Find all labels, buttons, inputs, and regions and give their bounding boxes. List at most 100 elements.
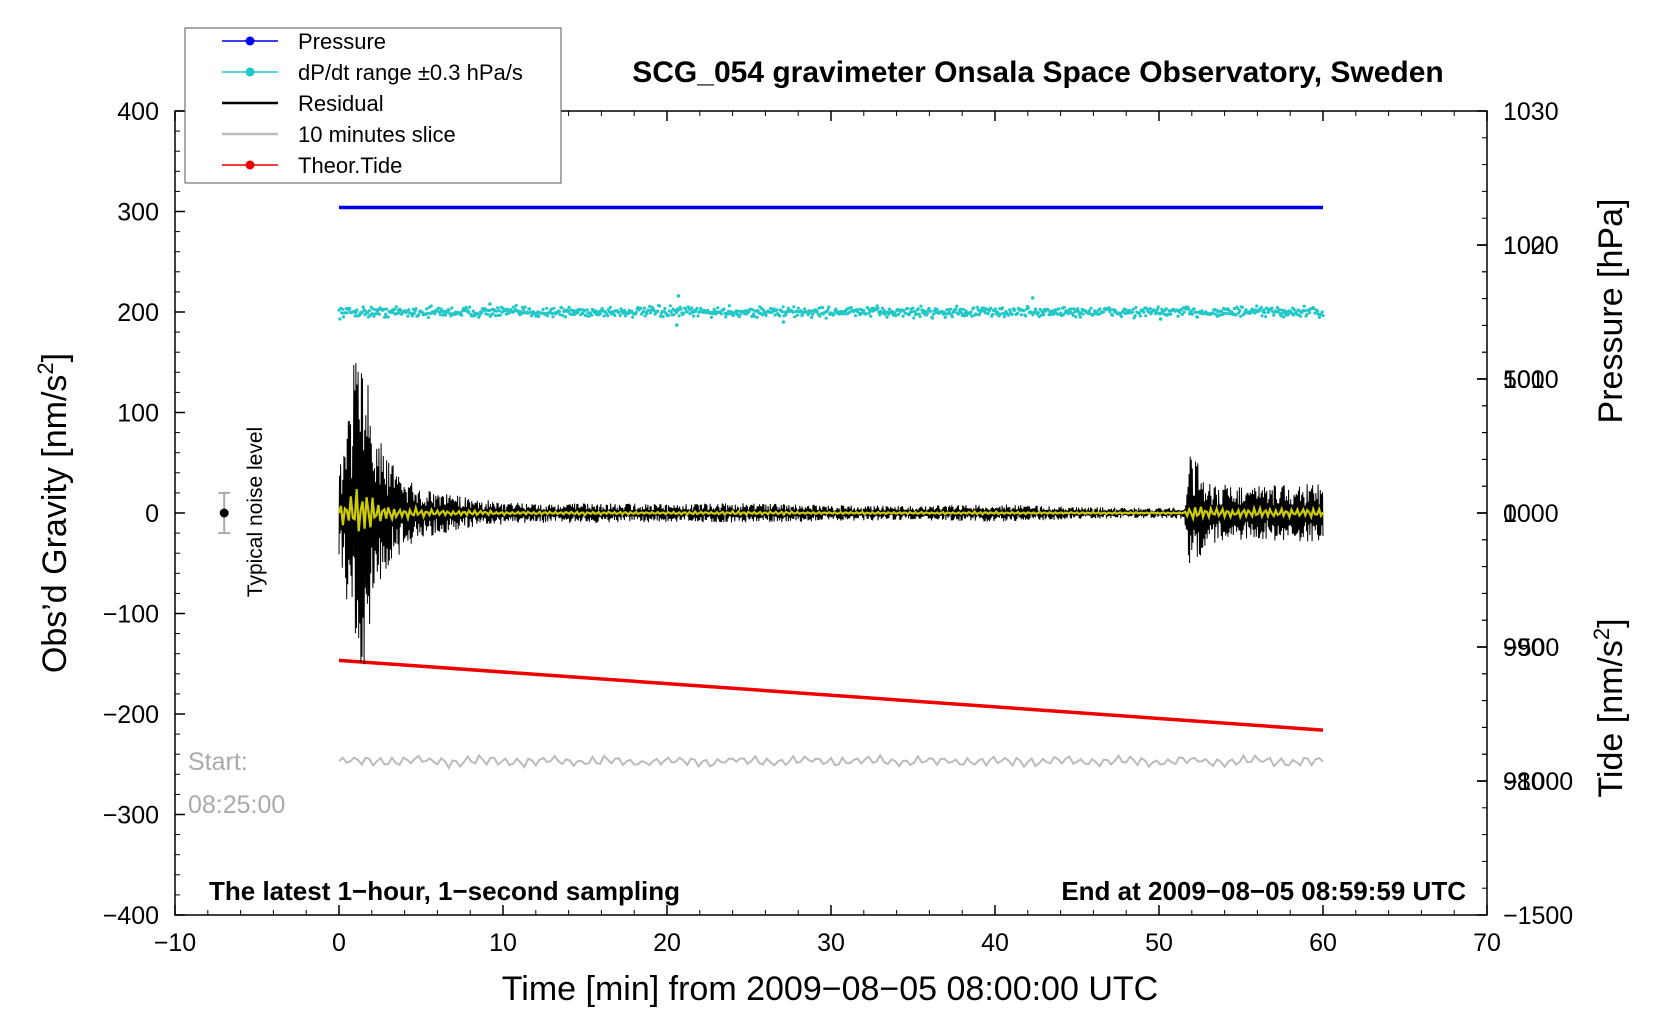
dpdt-point bbox=[1277, 308, 1281, 312]
dpdt-point bbox=[366, 311, 370, 315]
dpdt-point bbox=[511, 305, 516, 309]
dpdt-point bbox=[876, 306, 880, 310]
dpdt-point bbox=[950, 315, 954, 319]
dpdt-point bbox=[695, 306, 699, 311]
dpdt-point bbox=[1302, 304, 1306, 308]
dpdt-point bbox=[1039, 313, 1043, 317]
dpdt-point bbox=[397, 311, 401, 315]
dpdt-point bbox=[545, 306, 549, 310]
dpdt-point bbox=[371, 307, 375, 311]
dpdt-point bbox=[726, 309, 731, 313]
dpdt-point bbox=[600, 306, 604, 311]
dpdt-point bbox=[824, 316, 828, 320]
pressure-tick-label-4: 990 bbox=[1503, 634, 1545, 662]
dpdt-point bbox=[498, 313, 502, 317]
dpdt-point bbox=[916, 307, 920, 311]
dpdt-point bbox=[1240, 305, 1244, 309]
pressure-axis-label: Pressure [hPa] bbox=[1592, 199, 1630, 424]
legend-marker-1 bbox=[245, 67, 255, 77]
dpdt-point bbox=[832, 312, 836, 316]
dpdt-point bbox=[1026, 306, 1030, 310]
dpdt-point bbox=[1062, 305, 1066, 309]
dpdt-point bbox=[1281, 311, 1285, 315]
dpdt-point bbox=[641, 309, 646, 314]
dpdt-point bbox=[811, 312, 815, 316]
dpdt-point bbox=[425, 307, 429, 311]
dpdt-point bbox=[1055, 312, 1059, 316]
dpdt-point bbox=[384, 307, 389, 311]
dpdt-point bbox=[1264, 315, 1268, 319]
dpdt-point bbox=[608, 305, 612, 310]
dpdt-point bbox=[1081, 312, 1085, 316]
dpdt-point bbox=[750, 314, 754, 319]
dpdt-point bbox=[341, 315, 346, 319]
dpdt-point bbox=[450, 306, 454, 310]
dpdt-point bbox=[1176, 314, 1180, 318]
x-tick-label-6: 50 bbox=[1145, 929, 1173, 957]
dpdt-point bbox=[955, 304, 959, 308]
dpdt-point bbox=[1158, 317, 1163, 321]
dpdt-point bbox=[1263, 311, 1267, 315]
dpdt-point bbox=[631, 315, 635, 319]
dpdt-point bbox=[546, 314, 550, 318]
dpdt-point bbox=[752, 314, 757, 318]
dpdt-point bbox=[1222, 311, 1227, 315]
dpdt-point bbox=[675, 323, 679, 327]
dpdt-point bbox=[902, 309, 906, 313]
legend-label-1: dP/dt range ±0.3 hPa/s bbox=[298, 60, 523, 85]
dpdt-point bbox=[647, 308, 651, 312]
legend: Pressure dP/dt range ±0.3 hPa/s Residual 10… bbox=[184, 27, 562, 184]
dpdt-point bbox=[691, 310, 695, 315]
dpdt-point bbox=[1034, 307, 1038, 311]
dpdt-point bbox=[1182, 310, 1186, 314]
start-time: 08:25:00 bbox=[188, 791, 285, 819]
dpdt-point bbox=[1156, 305, 1160, 309]
dpdt-point bbox=[1098, 307, 1102, 311]
residual-line bbox=[338, 363, 1324, 665]
dpdt-point bbox=[751, 308, 755, 312]
dpdt-point bbox=[623, 314, 628, 318]
dpdt-point bbox=[580, 311, 585, 316]
dpdt-point bbox=[1069, 307, 1073, 311]
dpdt-point bbox=[370, 312, 374, 316]
tide-line bbox=[338, 658, 1324, 732]
dpdt-point bbox=[996, 311, 1000, 315]
dpdt-point bbox=[1232, 307, 1236, 311]
dpdt-point bbox=[781, 320, 786, 324]
dpdt-point bbox=[1259, 305, 1263, 309]
dpdt-point bbox=[1042, 313, 1046, 317]
dpdt-point bbox=[520, 311, 524, 315]
y-tick-label-7: −300 bbox=[103, 802, 159, 830]
dpdt-point bbox=[1159, 311, 1163, 315]
dpdt-point bbox=[1000, 306, 1005, 310]
dpdt-point bbox=[974, 312, 979, 316]
dpdt-point bbox=[1305, 312, 1309, 316]
dpdt-point bbox=[340, 311, 344, 315]
dpdt-point bbox=[439, 307, 443, 311]
dpdt-point bbox=[675, 310, 679, 315]
dpdt-point bbox=[1134, 305, 1138, 310]
dpdt-point bbox=[894, 314, 898, 318]
dpdt-point bbox=[843, 312, 847, 316]
y-tick-label-2: 200 bbox=[117, 299, 159, 327]
pressure-tick-label-5: 980 bbox=[1503, 768, 1545, 796]
dpdt-point bbox=[558, 313, 562, 317]
dpdt-point bbox=[367, 309, 371, 313]
dpdt-point bbox=[862, 308, 866, 313]
dpdt-point bbox=[943, 315, 947, 319]
dpdt-point bbox=[963, 311, 967, 315]
dpdt-point bbox=[1022, 309, 1026, 313]
dpdt-point bbox=[1214, 312, 1218, 316]
noise-level-marker bbox=[218, 491, 231, 535]
dpdt-point bbox=[696, 314, 700, 318]
x-tick-label-8: 70 bbox=[1473, 929, 1501, 957]
y-tick-label-1: 300 bbox=[117, 199, 159, 227]
x-axis-label: Time [min] from 2009−08−05 08:00:00 UTC bbox=[502, 970, 1158, 1008]
legend-label-3: 10 minutes slice bbox=[298, 122, 456, 147]
dpdt-point bbox=[810, 315, 814, 319]
dpdt-point bbox=[668, 304, 672, 308]
x-axis-ticks: −10 0 10 20 30 40 50 60 70 bbox=[154, 111, 1501, 957]
pressure-tick-label-3: 1000 bbox=[1503, 500, 1559, 528]
dpdt-point bbox=[1164, 307, 1168, 311]
